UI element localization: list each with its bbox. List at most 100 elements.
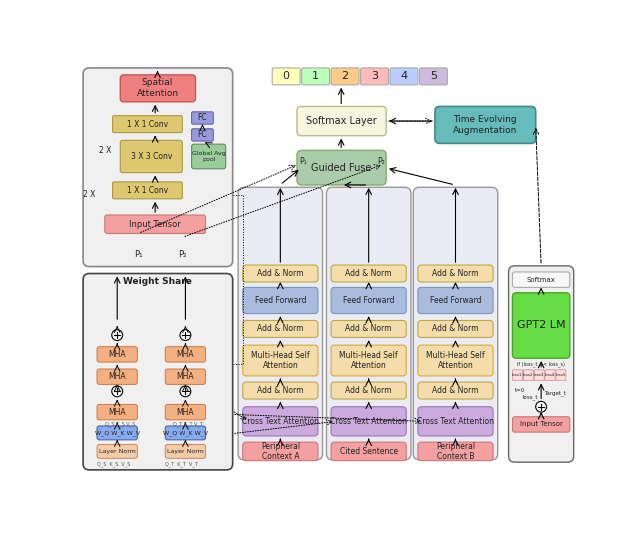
Text: 3 X 3 Conv: 3 X 3 Conv (131, 152, 172, 161)
Text: MHA: MHA (177, 350, 194, 359)
FancyBboxPatch shape (238, 187, 323, 460)
Circle shape (112, 329, 123, 341)
Text: 1 X 1 Conv: 1 X 1 Conv (127, 120, 168, 129)
Text: Layer Norm: Layer Norm (99, 449, 136, 454)
FancyBboxPatch shape (97, 369, 138, 384)
Text: Cross Text Attention: Cross Text Attention (242, 417, 319, 426)
FancyBboxPatch shape (418, 407, 493, 436)
Circle shape (180, 329, 191, 341)
Text: Guided Fuse: Guided Fuse (311, 163, 371, 173)
Text: loss3: loss3 (534, 373, 544, 377)
FancyBboxPatch shape (360, 68, 388, 85)
Circle shape (112, 386, 123, 397)
Text: Feed Forward: Feed Forward (343, 296, 394, 305)
Text: loss_t: loss_t (522, 394, 538, 399)
FancyBboxPatch shape (165, 369, 205, 384)
Text: 2: 2 (342, 72, 349, 81)
Text: loss2: loss2 (523, 373, 533, 377)
Text: loss5: loss5 (556, 373, 566, 377)
FancyBboxPatch shape (83, 273, 233, 470)
Text: FC: FC (198, 114, 207, 122)
Text: Peripheral
Context A: Peripheral Context A (260, 442, 300, 461)
FancyBboxPatch shape (509, 266, 573, 462)
FancyBboxPatch shape (513, 417, 570, 432)
FancyBboxPatch shape (513, 370, 522, 381)
FancyBboxPatch shape (326, 187, 411, 460)
FancyBboxPatch shape (524, 370, 533, 381)
FancyBboxPatch shape (413, 187, 498, 460)
FancyBboxPatch shape (331, 382, 406, 399)
Text: Time Evolving
Augmentation: Time Evolving Augmentation (453, 115, 518, 135)
Text: Q_S  K_S  V_S: Q_S K_S V_S (97, 461, 131, 467)
Text: Add & Norm: Add & Norm (346, 386, 392, 395)
FancyBboxPatch shape (418, 320, 493, 337)
Text: P₁: P₁ (134, 250, 142, 259)
Text: Add & Norm: Add & Norm (257, 325, 303, 333)
FancyBboxPatch shape (120, 140, 182, 172)
FancyBboxPatch shape (513, 293, 570, 358)
FancyBboxPatch shape (418, 442, 493, 461)
Text: Q_T  K_T  V_T: Q_T K_T V_T (165, 461, 198, 467)
Text: Q_T K_T V_T: Q_T K_T V_T (173, 421, 203, 427)
FancyBboxPatch shape (243, 442, 318, 461)
Text: MHA: MHA (177, 372, 194, 381)
Text: P₂: P₂ (178, 250, 186, 259)
FancyBboxPatch shape (113, 182, 182, 199)
Text: 1 X 1 Conv: 1 X 1 Conv (127, 186, 168, 195)
FancyBboxPatch shape (191, 144, 226, 169)
Text: Multi-Head Self
Attention: Multi-Head Self Attention (426, 351, 485, 370)
FancyBboxPatch shape (331, 287, 406, 313)
FancyBboxPatch shape (297, 106, 386, 136)
FancyBboxPatch shape (97, 347, 138, 362)
Text: Add & Norm: Add & Norm (346, 325, 392, 333)
Text: Add & Norm: Add & Norm (432, 269, 479, 278)
FancyBboxPatch shape (418, 382, 493, 399)
Text: Weight Share: Weight Share (123, 278, 192, 286)
FancyBboxPatch shape (556, 370, 566, 381)
FancyBboxPatch shape (435, 106, 536, 144)
FancyBboxPatch shape (513, 272, 570, 287)
FancyBboxPatch shape (272, 68, 300, 85)
Text: Multi-Head Self
Attention: Multi-Head Self Attention (251, 351, 310, 370)
Text: Softmax Layer: Softmax Layer (306, 116, 376, 126)
Text: 2 X: 2 X (83, 191, 95, 200)
FancyBboxPatch shape (97, 404, 138, 420)
Text: 0: 0 (283, 72, 290, 81)
FancyBboxPatch shape (165, 444, 205, 458)
Text: t=0: t=0 (515, 388, 525, 393)
Text: MHA: MHA (108, 350, 126, 359)
FancyBboxPatch shape (534, 370, 544, 381)
Text: Cited Sentence: Cited Sentence (340, 447, 397, 456)
Text: Feed Forward: Feed Forward (255, 296, 306, 305)
Text: Cross Text Attention: Cross Text Attention (330, 417, 407, 426)
FancyBboxPatch shape (113, 116, 182, 132)
Text: GPT2 LM: GPT2 LM (517, 320, 565, 330)
Text: P₁: P₁ (300, 158, 307, 167)
FancyBboxPatch shape (297, 150, 386, 185)
FancyBboxPatch shape (331, 345, 406, 376)
Text: Feed Forward: Feed Forward (429, 296, 481, 305)
Text: Spatial
Attention: Spatial Attention (136, 78, 179, 98)
FancyBboxPatch shape (83, 68, 233, 266)
Text: Add & Norm: Add & Norm (432, 386, 479, 395)
FancyBboxPatch shape (301, 68, 330, 85)
Circle shape (180, 386, 191, 397)
FancyBboxPatch shape (97, 444, 138, 458)
FancyBboxPatch shape (191, 112, 213, 124)
FancyBboxPatch shape (419, 68, 447, 85)
Text: MHA: MHA (108, 407, 126, 417)
FancyBboxPatch shape (243, 320, 318, 337)
FancyBboxPatch shape (390, 68, 418, 85)
Text: MHA: MHA (108, 372, 126, 381)
FancyBboxPatch shape (418, 287, 493, 313)
Text: Add & Norm: Add & Norm (257, 269, 303, 278)
FancyBboxPatch shape (243, 287, 318, 313)
FancyBboxPatch shape (120, 75, 195, 102)
FancyBboxPatch shape (105, 215, 205, 233)
FancyBboxPatch shape (331, 265, 406, 282)
Text: 2 X: 2 X (99, 146, 111, 155)
Text: loss1: loss1 (512, 373, 522, 377)
Text: Cross Text Attention: Cross Text Attention (417, 417, 494, 426)
FancyBboxPatch shape (165, 426, 205, 440)
FancyBboxPatch shape (331, 320, 406, 337)
